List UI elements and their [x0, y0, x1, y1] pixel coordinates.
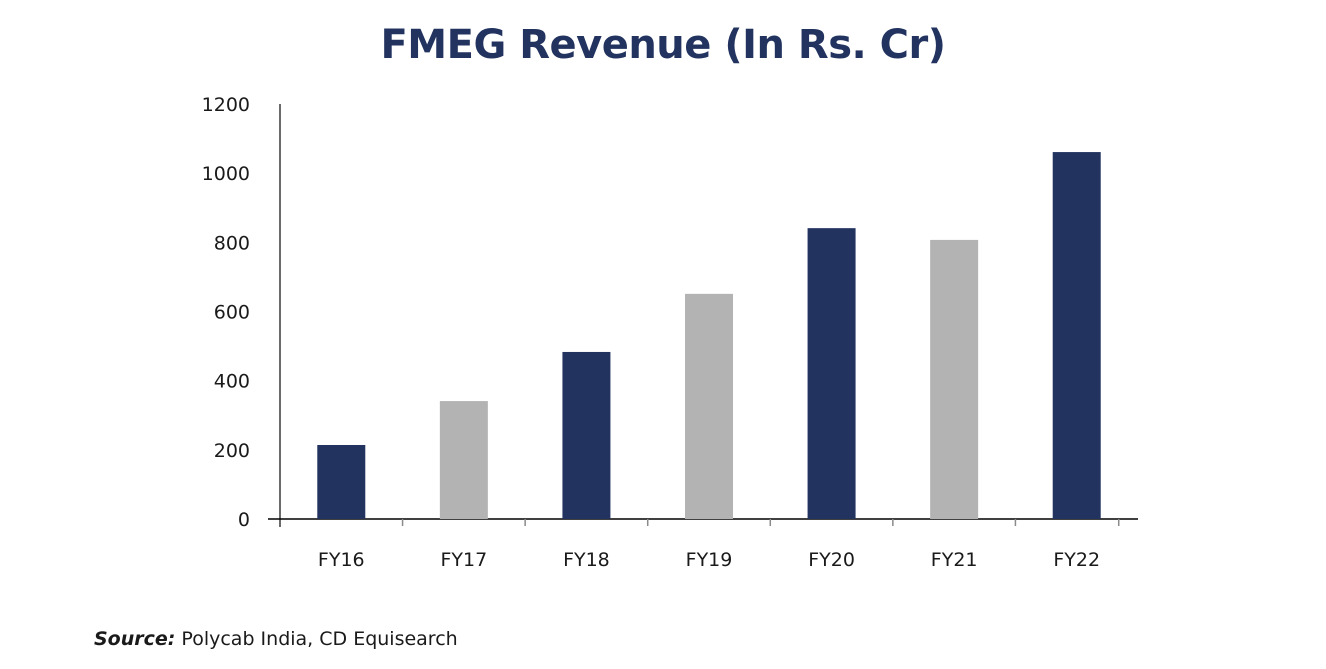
y-tick-label: 600 — [214, 302, 250, 324]
y-axis: 0 200 400 600 800 1000 1200 — [202, 94, 281, 531]
source-text: Polycab India, CD Equisearch — [175, 628, 458, 650]
y-tick-label: 800 — [214, 232, 250, 254]
bar-fy21 — [930, 239, 979, 519]
x-axis: FY16 FY17 FY18 FY19 FY20 FY21 FY22 — [268, 518, 1138, 571]
chart-title: FMEG Revenue (In Rs. Cr) — [380, 22, 946, 68]
x-tick-label: FY18 — [563, 549, 610, 571]
x-tick-label: FY20 — [808, 549, 855, 571]
bar-fy22 — [1052, 152, 1101, 519]
bar-fy20 — [807, 228, 856, 519]
bars — [317, 152, 1101, 519]
bar-fy16 — [317, 444, 366, 519]
y-tick-label: 200 — [214, 440, 250, 462]
bar-fy17 — [439, 401, 488, 519]
y-tick-label: 0 — [238, 509, 250, 531]
y-tick-label: 1000 — [202, 163, 250, 185]
y-tick-label: 400 — [214, 371, 250, 393]
source-label: Source: — [94, 628, 176, 650]
x-tick-label: FY21 — [931, 549, 978, 571]
x-tick-label: FY19 — [686, 549, 733, 571]
x-tick-label: FY16 — [318, 549, 365, 571]
x-tick-label: FY22 — [1053, 549, 1100, 571]
bar-fy18 — [562, 351, 611, 519]
source-note: Source: Polycab India, CD Equisearch — [94, 628, 458, 650]
x-tick-label: FY17 — [440, 549, 487, 571]
y-tick-label: 1200 — [202, 94, 250, 116]
bar-fy19 — [685, 293, 733, 519]
